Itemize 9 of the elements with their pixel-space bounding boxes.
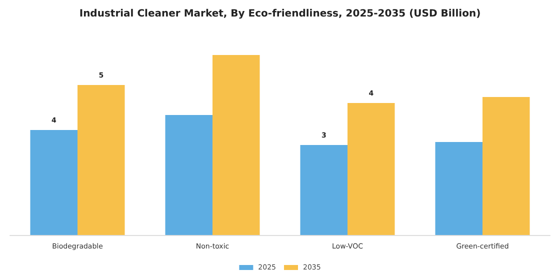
bar	[300, 145, 348, 235]
bar	[348, 103, 395, 235]
bar	[78, 85, 125, 235]
bar	[482, 97, 530, 235]
bar	[165, 115, 212, 235]
bar	[212, 55, 260, 235]
bar	[30, 130, 78, 235]
bar	[435, 142, 482, 235]
chart-title: Industrial Cleaner Market, By Eco-friendliness, 2025-2035 (USD Billion)	[79, 8, 481, 20]
